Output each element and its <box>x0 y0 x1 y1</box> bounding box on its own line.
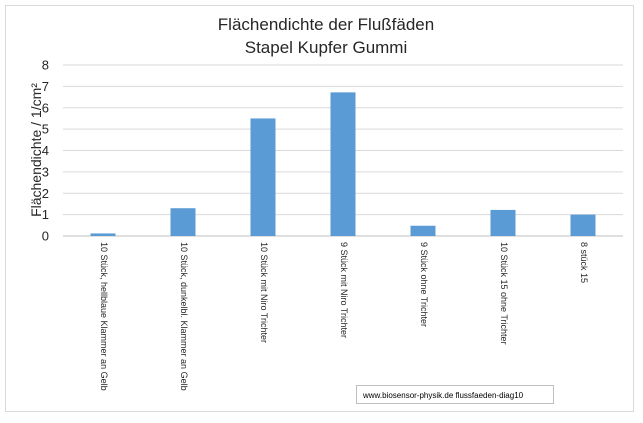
y-tick-label: 4 <box>42 143 49 158</box>
y-tick-label: 1 <box>42 207 49 222</box>
x-tick-label: 10 Stück, dunkelbl. Klammer an Gelb <box>179 242 189 391</box>
y-tick-label: 2 <box>42 186 49 201</box>
y-axis-label: Flächendichte / 1/cm² <box>28 83 44 217</box>
bar <box>250 118 276 236</box>
x-tick-label: 9 Stück mit Niro Trichter <box>339 242 349 338</box>
chart-title: Flächendichte der Flußfäden <box>218 15 434 34</box>
bar <box>490 209 516 236</box>
source-note: www.biosensor-physik.de flussfaeden-diag… <box>356 385 554 404</box>
bar <box>90 233 116 236</box>
bar <box>170 208 196 236</box>
x-tick-label: 10 Stück mit Niro Trichter <box>259 242 269 343</box>
x-tick-label: 8 stück 15 <box>579 242 589 283</box>
y-axis-ticks: 0 1 2 3 4 5 6 7 8 <box>42 58 49 244</box>
x-axis-ticks: 10 Stück, hellblaue Klammer an Gelb 10 St… <box>99 242 589 391</box>
chart-area <box>5 5 634 412</box>
x-tick-label: 10 Stück 15 ohne Trichter <box>499 242 509 345</box>
y-tick-label: 8 <box>42 58 49 73</box>
y-tick-label: 5 <box>42 122 49 137</box>
x-tick-label: 9 Stück ohne Trichter <box>419 242 429 327</box>
y-tick-label: 7 <box>42 79 49 94</box>
chart-subtitle: Stapel Kupfer Gummi <box>245 38 408 57</box>
y-tick-label: 6 <box>42 100 49 115</box>
bar <box>410 225 436 236</box>
bars <box>90 92 596 236</box>
bar <box>330 92 356 236</box>
y-tick-label: 3 <box>42 164 49 179</box>
y-tick-label: 0 <box>42 229 49 244</box>
x-tick-label: 10 Stück, hellblaue Klammer an Gelb <box>99 242 109 391</box>
bar <box>570 214 596 236</box>
